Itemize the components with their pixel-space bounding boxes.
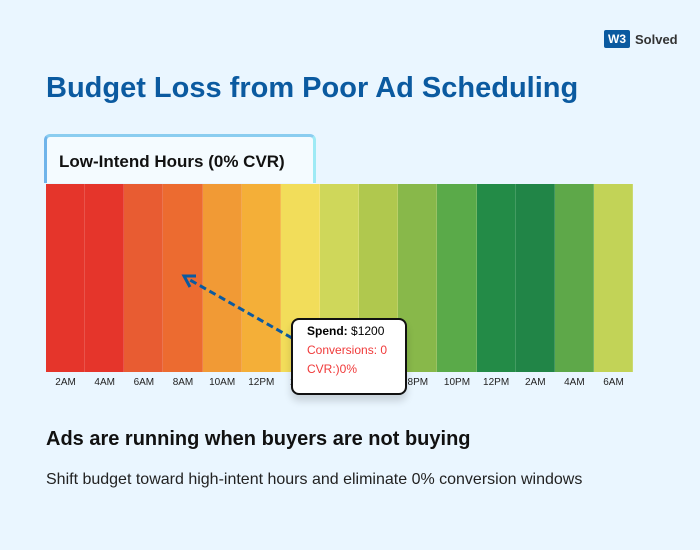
hour-label: 2AM: [55, 377, 76, 388]
logo-text: Solved: [635, 31, 678, 47]
hour-label: 10PM: [443, 377, 471, 388]
heatmap-cell: [437, 184, 477, 372]
section-tab: Low-Intend Hours (0% CVR): [44, 134, 316, 183]
hour-label: 2AM: [524, 377, 546, 388]
page-title: Budget Loss from Poor Ad Scheduling: [46, 72, 579, 104]
hour-label: 6AM: [133, 377, 155, 388]
logo: W3 Solved: [604, 30, 678, 48]
cvr: CVR:)0%: [307, 362, 358, 376]
tab-label: Low-Intend Hours (0% CVR): [59, 152, 285, 171]
heatmap-cell: [476, 184, 516, 372]
subtext: Shift budget toward high-intent hours an…: [46, 471, 583, 488]
spend-value: $1200: [351, 324, 385, 338]
hour-label: 6AM: [603, 377, 624, 388]
heatmap-cell: [202, 184, 242, 372]
conversions: Conversions: 0: [307, 343, 388, 357]
heatmap-cell: [593, 184, 634, 372]
logo-mark: W3: [604, 30, 630, 48]
hour-label: 10AM: [209, 377, 236, 388]
hour-label: 12PM: [483, 377, 510, 388]
heatmap-cell: [515, 184, 555, 372]
hour-label: 8PM: [407, 377, 429, 388]
spend-label: Spend:: [307, 324, 348, 338]
heatmap-cell: [124, 184, 164, 372]
heatmap-cell: [85, 184, 125, 372]
headline: Ads are running when buyers are not buyi…: [46, 428, 471, 450]
heatmap-cell: [241, 184, 281, 372]
hour-label: 4AM: [564, 377, 585, 388]
tooltip: Spend: $1200 Conversions: 0 CVR:)0%: [291, 318, 407, 395]
heatmap-cell: [554, 184, 594, 372]
hour-label: 12PM: [248, 377, 275, 388]
heatmap-cell: [46, 184, 86, 372]
hour-label: 4AM: [94, 377, 115, 388]
hour-label: 8AM: [172, 377, 194, 388]
heatmap-cell: [163, 184, 203, 372]
